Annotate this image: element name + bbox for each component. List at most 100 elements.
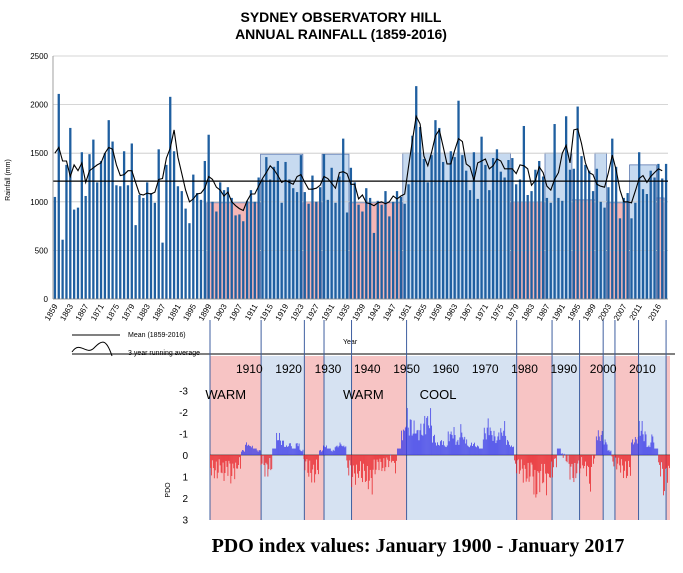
- pdo-bar: [532, 455, 534, 477]
- rainfall-bar: [434, 120, 437, 299]
- pdo-bar: [365, 455, 367, 481]
- pdo-bar: [420, 423, 422, 455]
- pdo-bar: [650, 442, 652, 455]
- pdo-bar: [282, 440, 283, 455]
- pdo-bar: [514, 455, 515, 461]
- rainfall-bar: [580, 156, 583, 299]
- pdo-bar: [446, 445, 448, 455]
- rainfall-bar: [99, 160, 103, 299]
- pdo-bar: [600, 435, 602, 455]
- pdo-bar: [668, 455, 669, 466]
- rainfall-bar: [499, 171, 502, 299]
- rainfall-bar: [242, 221, 245, 299]
- pdo-bar: [233, 455, 235, 469]
- pdo-bar: [431, 425, 433, 455]
- pdo-bar: [667, 455, 668, 483]
- pdo-bar: [352, 455, 354, 477]
- rainfall-bar: [568, 169, 572, 299]
- rainfall-x-tick-label: 1919: [274, 302, 291, 322]
- pdo-bar: [558, 448, 560, 455]
- running-average-line: [54, 114, 663, 212]
- pdo-bar: [476, 447, 477, 455]
- pdo-bar: [359, 455, 360, 472]
- pdo-bar: [218, 455, 220, 460]
- pdo-bar: [632, 444, 634, 455]
- pdo-bar: [437, 442, 438, 455]
- pdo-bar: [275, 448, 277, 455]
- pdo-bar: [283, 440, 284, 455]
- pdo-bar: [499, 439, 501, 455]
- pdo-bar: [493, 430, 495, 455]
- rainfall-x-tick-label: 1931: [320, 302, 337, 322]
- pdo-bar: [607, 450, 609, 455]
- rainfall-bar: [180, 191, 183, 299]
- rainfall-bar: [511, 158, 514, 299]
- pdo-bar: [533, 455, 535, 495]
- phase-band-warm: [348, 202, 404, 300]
- pdo-bar: [595, 436, 597, 455]
- pdo-bar: [578, 455, 580, 461]
- rainfall-bar: [430, 155, 433, 299]
- rainfall-bar: [288, 179, 291, 299]
- rainfall-bar: [219, 182, 222, 299]
- pdo-bar: [500, 428, 502, 455]
- pdo-bar: [601, 430, 603, 455]
- pdo-bar: [366, 455, 368, 466]
- rainfall-bar: [476, 198, 479, 299]
- pdo-bar: [563, 453, 565, 455]
- pdo-bar: [433, 436, 434, 455]
- rainfall-bar: [472, 152, 476, 299]
- rainfall-x-tick-label: 1959: [427, 302, 444, 322]
- pdo-bar: [211, 455, 213, 461]
- pdo-decade-label: 1990: [550, 362, 577, 376]
- pdo-bar: [376, 455, 378, 460]
- rainfall-x-ticks: 1859186318671871187518791883188718911895…: [43, 302, 663, 322]
- pdo-bar: [572, 455, 574, 478]
- pdo-bar: [610, 450, 612, 455]
- pdo-bar: [482, 439, 484, 455]
- rainfall-bar: [645, 194, 649, 299]
- pdo-bar: [518, 455, 520, 474]
- pdo-bar: [301, 451, 303, 455]
- pdo-y-tick-label: -3: [179, 387, 188, 398]
- rainfall-bar: [211, 201, 214, 299]
- pdo-bar: [320, 449, 321, 455]
- rainfall-x-tick-label: 1879: [120, 302, 137, 322]
- pdo-bar: [414, 433, 416, 455]
- pdo-bar: [286, 446, 288, 455]
- rainfall-bar: [307, 203, 310, 299]
- pdo-bar: [602, 440, 604, 455]
- pdo-bar: [639, 435, 641, 455]
- rainfall-bar: [122, 151, 126, 299]
- rainfall-bar: [322, 154, 326, 299]
- pdo-bar: [332, 449, 334, 455]
- pdo-bar: [284, 446, 285, 455]
- rainfall-bar: [342, 138, 345, 299]
- pdo-decade-label: 2010: [629, 362, 656, 376]
- pdo-bar: [466, 439, 468, 455]
- rainfall-x-tick-label: 1951: [397, 302, 414, 322]
- rainfall-bar: [614, 166, 618, 299]
- pdo-bar: [470, 445, 471, 455]
- pdo-bar: [616, 455, 618, 470]
- pdo-bar: [552, 455, 553, 478]
- pdo-bar: [504, 421, 506, 455]
- rainfall-bar: [607, 187, 610, 299]
- rainfall-y-tick-label: 1500: [30, 149, 48, 158]
- pdo-bar: [455, 444, 457, 455]
- rainfall-bar: [76, 207, 80, 299]
- pdo-bar: [263, 455, 265, 466]
- rainfall-bar: [146, 182, 149, 299]
- pdo-bar: [621, 455, 623, 460]
- pdo-bar: [327, 448, 329, 455]
- rainfall-bar: [661, 178, 664, 299]
- pdo-bar: [478, 446, 479, 455]
- pdo-bar: [384, 455, 386, 472]
- pdo-bar: [478, 448, 480, 455]
- pdo-phase-band-cool: [324, 356, 352, 520]
- pdo-bar: [288, 443, 290, 455]
- pdo-bar: [530, 455, 532, 463]
- rainfall-x-tick-label: 1899: [197, 302, 214, 322]
- pdo-bar: [577, 455, 579, 464]
- pdo-bar: [368, 455, 370, 481]
